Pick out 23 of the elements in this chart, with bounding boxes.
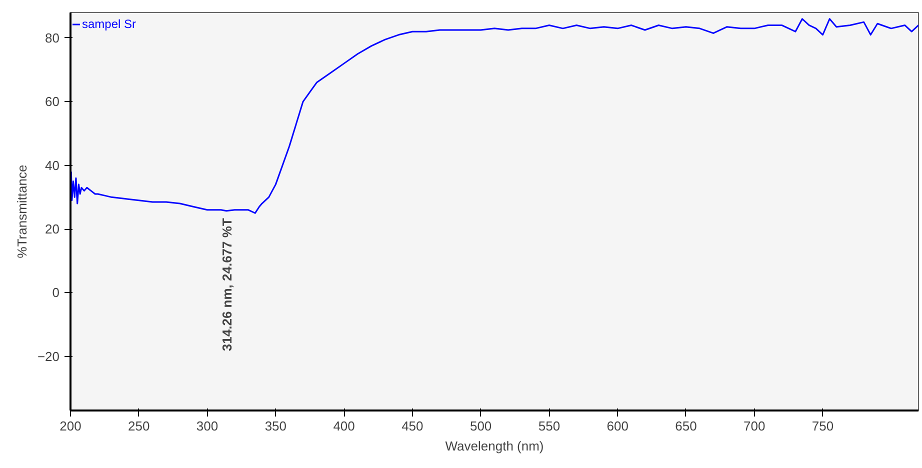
x-tick-label: 700: [744, 418, 766, 434]
line-series: [70, 18, 918, 214]
y-tick-label: 40: [45, 158, 60, 173]
x-tick-label: 750: [812, 418, 834, 434]
annotation: 314.26 nm, 24.677 %T: [219, 218, 234, 352]
x-tick-label: 450: [402, 418, 424, 434]
y-tick-label: 60: [45, 94, 60, 110]
x-tick-label: 500: [470, 418, 492, 434]
x-tick-label: 600: [606, 418, 628, 434]
x-tick-label: 400: [333, 418, 355, 434]
y-tick-label: 0: [52, 285, 60, 300]
text: sampel Sr: [82, 17, 136, 31]
x-tick-label: 550: [538, 418, 560, 434]
x-tick-label: 250: [128, 418, 150, 434]
x-tick-label: 200: [60, 418, 82, 434]
y-tick-label: 80: [45, 30, 60, 46]
x-tick-label: 650: [675, 418, 697, 434]
x-tick-label: 300: [196, 418, 218, 434]
y-tick-label: 20: [45, 222, 60, 237]
x-axis-title: Wavelength (nm): [445, 438, 544, 454]
y-tick-label: −20: [37, 348, 60, 364]
x-tick-label: 350: [264, 418, 287, 434]
y-axis-title: %Transmittance: [14, 164, 30, 258]
